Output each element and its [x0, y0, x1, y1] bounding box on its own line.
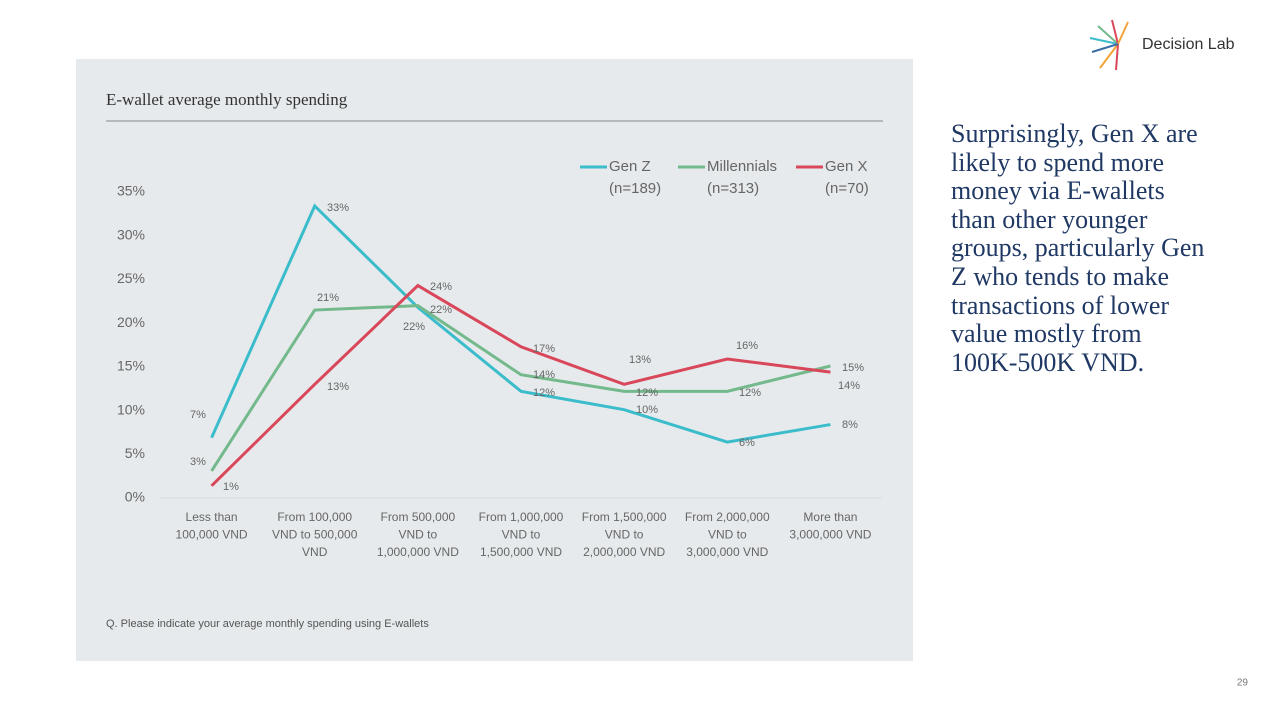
- x-tick-line: VND: [302, 545, 328, 559]
- data-label: 12%: [636, 387, 658, 399]
- x-tick-line: From 1,500,000: [582, 510, 667, 524]
- data-label: 24%: [430, 281, 452, 293]
- data-label: 21%: [317, 292, 339, 304]
- legend-label: Millennials: [707, 158, 777, 175]
- data-label: 17%: [533, 343, 555, 355]
- y-tick-label: 5%: [125, 445, 145, 461]
- data-label: 22%: [403, 321, 425, 333]
- x-tick-line: From 100,000: [277, 510, 352, 524]
- y-tick-label: 10%: [117, 401, 145, 417]
- y-tick-label: 30%: [117, 226, 145, 242]
- x-tick-line: From 2,000,000: [685, 510, 770, 524]
- x-tick-label: From 500,000 VND to 1,000,000 VND: [377, 510, 459, 559]
- data-label: 33%: [327, 202, 349, 214]
- data-label: 14%: [838, 380, 860, 392]
- data-label: 10%: [636, 404, 658, 416]
- data-label: 3%: [190, 456, 206, 468]
- data-label: 13%: [327, 381, 349, 393]
- legend-n: (n=70): [825, 180, 869, 197]
- series-line: [210, 203, 831, 444]
- x-tick-line: 2,000,000 VND: [583, 545, 665, 559]
- x-tick-line: VND to: [605, 528, 644, 542]
- x-tick-line: VND to: [502, 528, 541, 542]
- series-line: [210, 304, 831, 472]
- commentary: Surprisingly, Gen X are likely to spend …: [951, 119, 1205, 377]
- data-label: 7%: [190, 409, 206, 421]
- data-label: 15%: [842, 362, 864, 374]
- legend-label: Gen Z: [609, 158, 651, 175]
- page-number: 29: [1237, 678, 1249, 689]
- chart-title: E-wallet average monthly spending: [106, 90, 348, 109]
- x-tick-line: VND to: [399, 528, 438, 542]
- x-tick-line: From 1,000,000: [479, 510, 564, 524]
- logo-mark: [1089, 19, 1129, 71]
- data-label: 6%: [739, 437, 755, 449]
- x-tick-line: Less than: [186, 510, 238, 524]
- series-line: [210, 283, 831, 487]
- x-tick-line: VND to 500,000: [272, 528, 358, 542]
- chart-note: Q. Please indicate your average monthly …: [106, 618, 429, 630]
- x-tick-label: From 1,000,000 VND to 1,500,000 VND: [479, 510, 564, 559]
- y-tick-label: 20%: [117, 314, 145, 330]
- data-label: 12%: [533, 387, 555, 399]
- x-tick-line: 3,000,000 VND: [686, 545, 768, 559]
- data-label: 1%: [223, 481, 239, 493]
- y-tick-label: 0%: [125, 489, 145, 505]
- x-tick-line: 3,000,000 VND: [789, 528, 871, 542]
- x-tick-label: From 2,000,000 VND to 3,000,000 VND: [685, 510, 770, 559]
- x-tick-line: More than: [803, 510, 857, 524]
- x-tick-line: 1,500,000 VND: [480, 545, 562, 559]
- data-label: 22%: [430, 304, 452, 316]
- data-label: 13%: [629, 354, 651, 366]
- data-label: 8%: [842, 419, 858, 431]
- legend-n: (n=313): [707, 180, 759, 197]
- x-tick-label: From 1,500,000 VND to 2,000,000 VND: [582, 510, 667, 559]
- y-tick-label: 25%: [117, 270, 145, 286]
- data-label: 14%: [533, 369, 555, 381]
- x-tick-line: 100,000 VND: [176, 528, 248, 542]
- logo-text: Decision Lab: [1142, 36, 1235, 53]
- x-tick-label: More than 3,000,000 VND: [789, 510, 871, 542]
- data-label: 16%: [736, 340, 758, 352]
- data-label: 12%: [739, 387, 761, 399]
- chart-panel: [76, 59, 913, 661]
- legend-n: (n=189): [609, 180, 661, 197]
- x-tick-line: From 500,000: [380, 510, 455, 524]
- x-tick-line: VND to: [708, 528, 747, 542]
- y-tick-label: 15%: [117, 358, 145, 374]
- x-tick-label: From 100,000 VND to 500,000 VND: [272, 510, 358, 559]
- x-tick-line: 1,000,000 VND: [377, 545, 459, 559]
- legend-label: Gen X: [825, 158, 868, 175]
- y-tick-label: 35%: [117, 183, 145, 199]
- x-tick-label: Less than 100,000 VND: [176, 510, 248, 542]
